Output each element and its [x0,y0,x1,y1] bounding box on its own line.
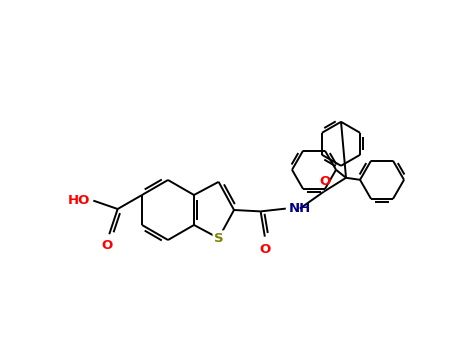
Text: O: O [101,239,113,252]
Text: HO: HO [68,194,90,207]
Text: O: O [259,243,270,256]
Text: NH: NH [289,202,311,215]
Text: O: O [319,175,330,188]
Text: S: S [214,232,223,245]
